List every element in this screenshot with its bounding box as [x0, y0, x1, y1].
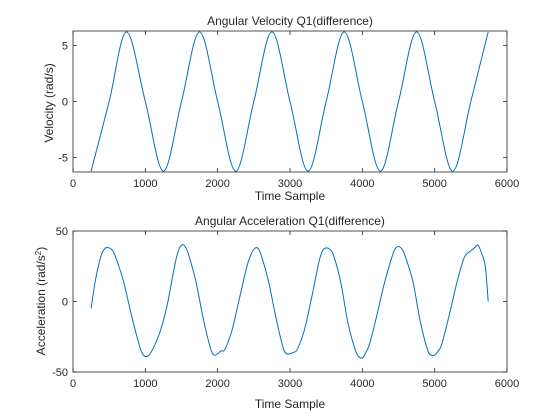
acceleration-axes-box — [72, 230, 508, 373]
velocity-x-axis-label: Time Sample — [255, 189, 326, 203]
acceleration-y-tick-label: 0 — [62, 297, 68, 309]
acceleration-axes: Angular Acceleration Q1(difference) Acce… — [34, 214, 520, 411]
acceleration-chart-title: Angular Acceleration Q1(difference) — [195, 214, 385, 228]
velocity-x-tick-label: 0 — [70, 178, 76, 190]
velocity-tick-layer: 0 1000 2000 3000 4000 5000 6000 -5 0 5 — [58, 31, 519, 190]
acceleration-x-axis-label: Time Sample — [255, 397, 326, 411]
acceleration-x-tick-label: 3000 — [278, 378, 302, 390]
velocity-axes: Angular Velocity Q1(difference) Velocity… — [42, 14, 519, 203]
acceleration-x-tick-label: 5000 — [422, 378, 446, 390]
velocity-series-line — [90, 31, 489, 172]
velocity-y-axis-label: Velocity (rad/s) — [42, 63, 56, 142]
acceleration-y-tick-label: -50 — [52, 367, 68, 379]
acceleration-y-axis-label: Acceleration (rad/s2) — [34, 247, 49, 356]
velocity-x-tick-label: 5000 — [422, 178, 446, 190]
acceleration-x-tick-label: 0 — [70, 378, 76, 390]
velocity-x-tick-label: 6000 — [495, 178, 519, 190]
velocity-y-tick-label: 5 — [62, 40, 68, 52]
velocity-y-tick-label: 0 — [62, 97, 68, 109]
acceleration-x-tick-label: 1000 — [133, 378, 157, 390]
acceleration-x-tick-label: 6000 — [495, 378, 519, 390]
velocity-x-tick-label: 4000 — [350, 178, 374, 190]
acceleration-y-tick-label: 50 — [56, 226, 68, 238]
velocity-axes-box — [72, 30, 508, 173]
velocity-y-tick-label: -5 — [58, 153, 68, 165]
acceleration-x-tick-label: 2000 — [205, 378, 229, 390]
acceleration-series-line — [90, 244, 489, 359]
velocity-x-tick-label: 2000 — [205, 178, 229, 190]
acceleration-x-tick-label: 4000 — [350, 378, 374, 390]
velocity-x-tick-label: 3000 — [278, 178, 302, 190]
velocity-chart-title: Angular Velocity Q1(difference) — [207, 14, 373, 28]
velocity-x-tick-label: 1000 — [133, 178, 157, 190]
